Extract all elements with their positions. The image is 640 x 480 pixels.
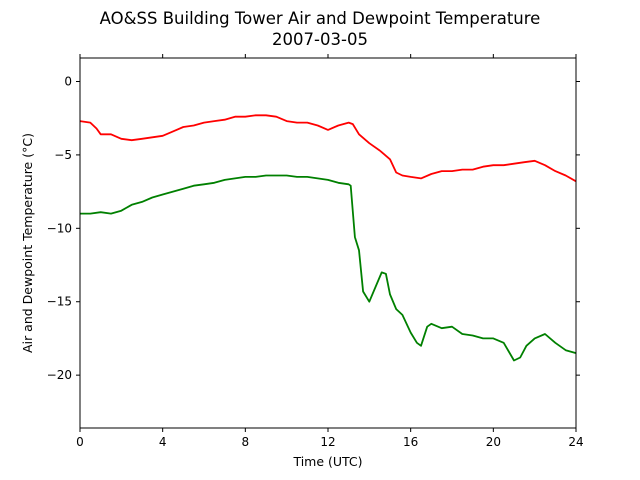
x-tick-label: 16 <box>403 435 418 449</box>
x-tick-label: 12 <box>320 435 335 449</box>
y-axis-ticks: 0 −5 −10 −15 −20 <box>47 74 580 382</box>
x-tick-label: 20 <box>486 435 501 449</box>
y-tick-label: −5 <box>54 148 72 162</box>
series-layer <box>79 114 577 362</box>
x-tick-label: 0 <box>76 435 84 449</box>
x-axis-label: Time (UTC) <box>292 454 362 469</box>
y-axis-label: Air and Dewpoint Temperature (°C) <box>20 133 35 353</box>
x-tick-label: 24 <box>568 435 583 449</box>
x-tick-label: 4 <box>159 435 167 449</box>
dewpoint-temperature-line <box>80 174 577 362</box>
chart-subtitle: 2007-03-05 <box>272 30 368 49</box>
y-tick-label: −10 <box>47 221 72 235</box>
y-tick-label: −20 <box>47 368 72 382</box>
air-temperature-line <box>79 114 577 183</box>
chart-title: AO&SS Building Tower Air and Dewpoint Te… <box>100 9 541 28</box>
x-axis-ticks: 0 4 8 12 16 20 24 <box>76 54 584 449</box>
x-tick-label: 8 <box>242 435 250 449</box>
y-tick-label: −15 <box>47 295 72 309</box>
y-tick-label: 0 <box>64 74 72 88</box>
